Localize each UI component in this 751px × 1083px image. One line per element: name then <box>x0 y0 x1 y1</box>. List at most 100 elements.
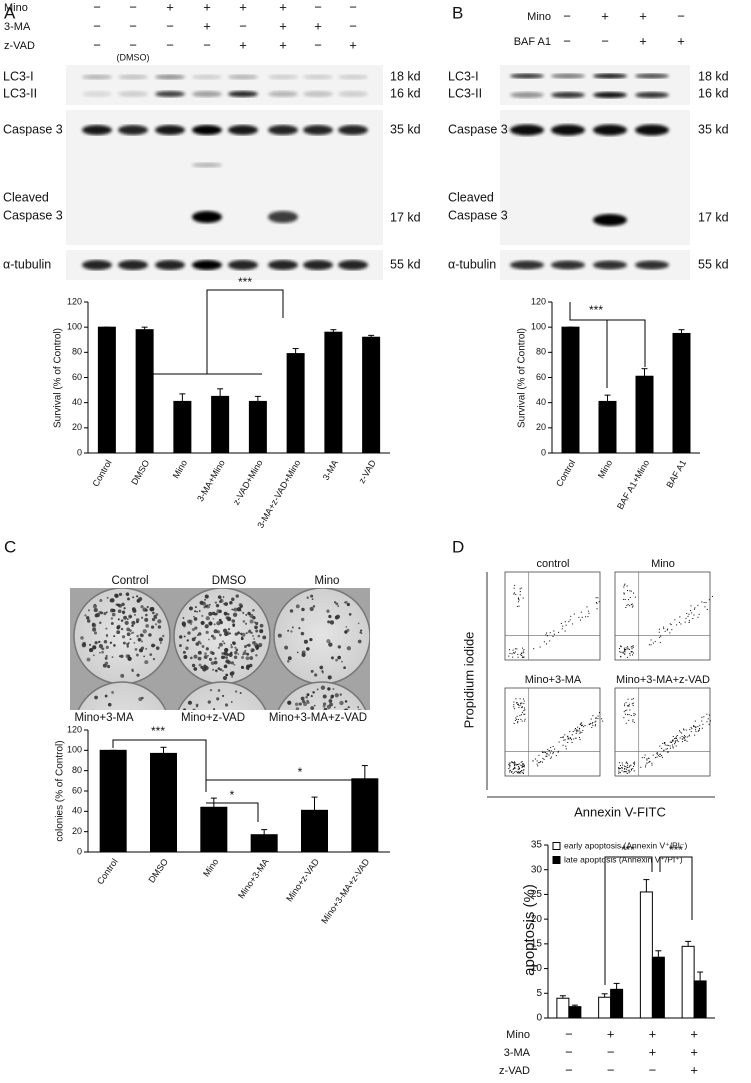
flow-event <box>538 754 540 756</box>
colony <box>123 607 126 610</box>
flow-event <box>533 648 535 650</box>
colony <box>198 724 200 726</box>
y-tick-label: 60 <box>536 372 546 382</box>
y-tick-label: 80 <box>72 347 82 357</box>
colony <box>321 670 324 673</box>
colony <box>194 606 197 609</box>
flow-event <box>626 705 628 707</box>
flow-event <box>516 764 518 766</box>
x-tick-label: 3-MA+Mino <box>195 458 227 503</box>
colony <box>287 752 290 755</box>
colony <box>252 609 255 612</box>
flow-event <box>683 738 685 740</box>
flow-event <box>513 763 515 765</box>
error-bar <box>604 394 611 402</box>
colony <box>86 619 91 623</box>
colony <box>137 637 142 642</box>
colony <box>206 596 209 599</box>
colony <box>224 647 229 653</box>
colony <box>234 727 236 729</box>
flow-event <box>514 719 516 721</box>
flow-event <box>708 723 710 725</box>
flow-event <box>582 729 584 731</box>
blot-band <box>303 260 333 270</box>
colony <box>202 736 206 740</box>
flow-event <box>654 641 656 643</box>
flow-event <box>628 703 630 705</box>
colony <box>242 651 247 655</box>
colony <box>241 757 243 759</box>
flow-event <box>552 751 554 753</box>
flow-event <box>624 710 626 712</box>
flow-event <box>511 761 513 763</box>
colony <box>222 640 224 643</box>
colony <box>94 641 98 645</box>
colony <box>287 700 292 705</box>
colony <box>298 702 302 706</box>
flow-event <box>688 622 690 624</box>
flow-event <box>522 656 524 658</box>
colony <box>193 742 195 744</box>
flow-event <box>521 707 523 709</box>
colony <box>289 744 293 748</box>
colony <box>306 647 310 651</box>
colony <box>190 623 192 626</box>
colony <box>233 607 238 612</box>
flow-event <box>623 592 625 594</box>
colony <box>296 651 299 654</box>
bar <box>556 997 570 1019</box>
y-axis-label: colonies (% of Control) <box>55 740 66 841</box>
colony <box>114 593 119 598</box>
colony <box>302 751 304 753</box>
treatment-sign: − <box>203 37 211 52</box>
flow-event <box>626 585 628 587</box>
colony <box>299 726 303 730</box>
colony <box>249 656 254 661</box>
flow-event <box>565 745 567 747</box>
flow-event <box>701 727 703 729</box>
colony <box>131 624 134 628</box>
colony <box>301 652 306 657</box>
flow-event <box>578 730 580 732</box>
colony <box>145 613 148 617</box>
colony <box>198 610 201 612</box>
flow-event <box>620 646 622 648</box>
treatment-sign: + <box>203 0 211 14</box>
flow-event <box>512 656 514 658</box>
blot-band <box>593 73 627 79</box>
blot-label: Caspase 3 <box>448 208 508 222</box>
colony <box>90 743 92 745</box>
error-bar <box>254 395 261 402</box>
flow-event <box>508 767 510 769</box>
colony <box>154 623 158 626</box>
flow-event <box>706 721 708 723</box>
flow-event <box>671 629 673 631</box>
colony <box>314 760 318 764</box>
flow-event <box>513 587 515 589</box>
flow-event <box>648 644 650 646</box>
bar <box>598 400 617 454</box>
colony <box>289 609 294 613</box>
colony <box>347 706 350 709</box>
flow-event <box>520 772 522 774</box>
blot-band <box>338 74 368 80</box>
colony <box>126 642 130 646</box>
colony <box>214 755 218 759</box>
flow-event <box>695 726 697 728</box>
colony <box>221 694 225 697</box>
colony <box>338 742 342 746</box>
colony <box>186 639 189 642</box>
colony <box>185 747 188 750</box>
colony <box>106 635 108 638</box>
colony <box>222 675 228 681</box>
flow-event <box>552 745 554 747</box>
flow-event <box>624 768 626 770</box>
colony <box>344 708 347 710</box>
colony <box>245 656 250 661</box>
colony <box>348 762 350 764</box>
flow-event <box>590 718 592 720</box>
flow-event <box>580 611 582 613</box>
flow-event <box>565 748 567 750</box>
flow-event <box>697 725 699 727</box>
flow-event <box>515 764 517 766</box>
